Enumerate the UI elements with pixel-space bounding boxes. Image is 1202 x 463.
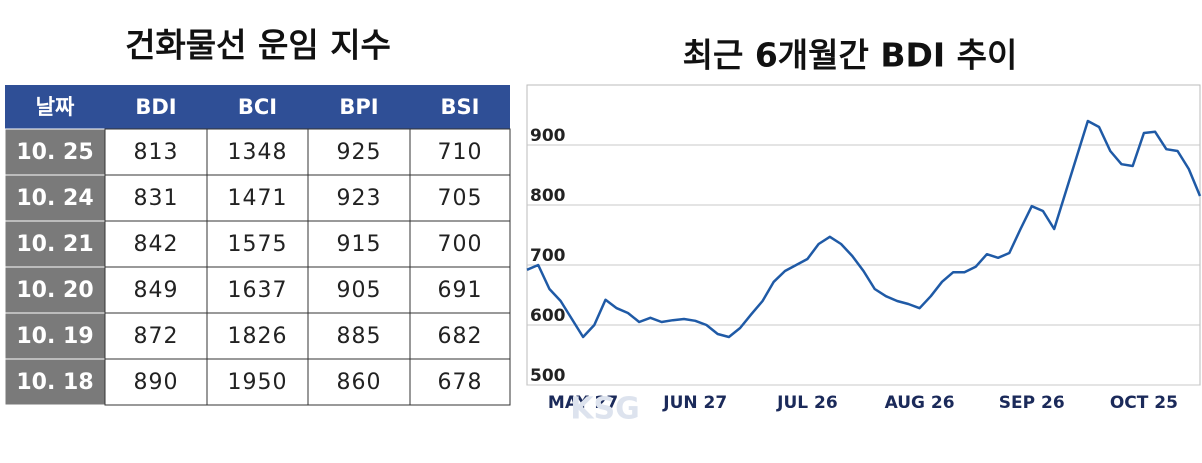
table-cell: 678 <box>438 370 483 395</box>
cell-bg <box>409 266 511 314</box>
table-cell: 700 <box>438 232 483 257</box>
table-cell: 1826 <box>228 324 288 349</box>
table-cell: 872 <box>134 324 179 349</box>
cell-bg <box>104 174 208 222</box>
cell-bg <box>409 312 511 360</box>
cell-bg <box>104 220 208 268</box>
y-tick-label: 900 <box>530 126 566 146</box>
cell-bg <box>409 174 511 222</box>
cell-bg <box>307 266 411 314</box>
cell-bg <box>307 358 411 406</box>
table-cell: 831 <box>134 186 179 211</box>
date-cell: 10. 25 <box>16 140 93 165</box>
table-cell: 885 <box>337 324 382 349</box>
table-cell: 1471 <box>228 186 288 211</box>
cell-bg <box>307 220 411 268</box>
y-tick-label: 500 <box>530 366 566 386</box>
table-cell: 842 <box>134 232 179 257</box>
cell-bg <box>206 312 309 360</box>
table-cell: 705 <box>438 186 483 211</box>
cell-bg <box>104 266 208 314</box>
cell-bg <box>104 312 208 360</box>
table-header-bg <box>5 85 510 129</box>
x-tick-label: OCT 25 <box>1110 393 1178 413</box>
header-cell: BPI <box>339 95 378 119</box>
header-cell: BSI <box>441 95 480 119</box>
x-tick-label: JUL 26 <box>776 393 838 413</box>
x-tick-label: JUN 27 <box>662 393 727 413</box>
chart-title: 최근 6개월간 BDI 추이 <box>683 36 1018 75</box>
date-cell-bg <box>4 312 106 360</box>
table-cell: 1637 <box>228 278 288 303</box>
cell-bg <box>409 358 511 406</box>
table-cell: 813 <box>134 140 179 165</box>
y-tick-label: 700 <box>530 246 566 266</box>
plot-area <box>526 84 1201 386</box>
date-cell: 10. 24 <box>16 186 93 211</box>
cell-bg <box>206 174 309 222</box>
x-tick-label: SEP 26 <box>999 393 1065 413</box>
cell-bg <box>307 312 411 360</box>
table-cell: 849 <box>134 278 179 303</box>
table-cell: 915 <box>337 232 382 257</box>
table-cell: 1575 <box>228 232 288 257</box>
x-tick-label: AUG 26 <box>885 393 955 413</box>
table-cell: 905 <box>337 278 382 303</box>
date-cell: 10. 21 <box>16 232 93 257</box>
date-cell-bg <box>4 358 106 406</box>
table-cell: 691 <box>438 278 483 303</box>
header-cell: BCI <box>238 95 277 119</box>
y-tick-label: 800 <box>530 186 566 206</box>
date-cell: 10. 20 <box>16 278 93 303</box>
y-tick-label: 600 <box>530 306 566 326</box>
table-cell: 890 <box>134 370 179 395</box>
header-cell: 날짜 <box>36 95 75 119</box>
x-tick-label: MAY 27 <box>548 393 618 413</box>
cell-bg <box>206 128 309 176</box>
table-cell: 1950 <box>228 370 288 395</box>
date-cell: 10. 18 <box>16 370 93 395</box>
date-cell: 10. 19 <box>16 324 93 349</box>
cell-bg <box>206 266 309 314</box>
cell-bg <box>104 128 208 176</box>
table-cell: 710 <box>438 140 483 165</box>
table-cell: 860 <box>337 370 382 395</box>
table-cell: 925 <box>337 140 382 165</box>
date-cell-bg <box>4 128 106 176</box>
watermark: KSG <box>570 392 639 427</box>
cell-bg <box>307 174 411 222</box>
header-cell: BDI <box>135 95 176 119</box>
table-cell: 682 <box>438 324 483 349</box>
data-line <box>526 119 1202 339</box>
table-cell: 1348 <box>228 140 288 165</box>
cell-bg <box>206 220 309 268</box>
cell-bg <box>409 220 511 268</box>
table-title: 건화물선 운임 지수 <box>125 26 391 65</box>
date-cell-bg <box>4 266 106 314</box>
table-cell: 923 <box>337 186 382 211</box>
